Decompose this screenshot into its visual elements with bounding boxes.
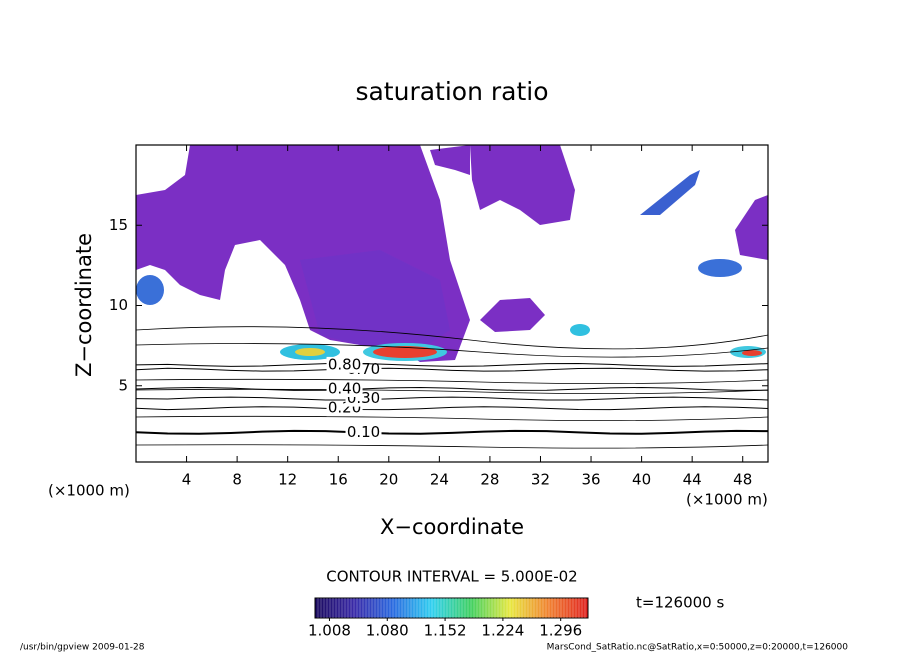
contour-detail — [136, 378, 768, 384]
contour-label: 0.80 — [328, 355, 361, 373]
x-tick-label: 16 — [329, 471, 348, 489]
contour-detail — [136, 415, 768, 421]
cloud-patch — [295, 348, 325, 356]
x-tick-label: 44 — [683, 471, 702, 489]
time-label: t=126000 s — [636, 594, 724, 612]
y-tick-label: 15 — [109, 216, 128, 234]
contour-line — [135, 386, 769, 391]
contour-line — [135, 406, 769, 411]
contour-interval: CONTOUR INTERVAL = 5.000E-02 — [326, 568, 577, 586]
x-tick-label: 8 — [232, 471, 242, 489]
colorbar-tick-label: 1.080 — [366, 622, 409, 640]
x-unit: (×1000 m) — [686, 491, 768, 509]
footer-right: MarsCond_SatRatio.nc@SatRatio,x=0:50000,… — [547, 643, 849, 653]
clear-region — [136, 145, 190, 195]
cloud-patch — [698, 259, 742, 277]
x-tick-label: 40 — [632, 471, 651, 489]
contour-line — [135, 429, 769, 435]
cloud-patch — [373, 346, 437, 358]
colorbar-tick-label: 1.152 — [424, 622, 467, 640]
footer-left: /usr/bin/gpview 2009-01-28 — [20, 643, 145, 653]
cloud-band — [640, 170, 700, 215]
chart-title: saturation ratio — [355, 77, 548, 106]
x-tick-label: 48 — [733, 471, 752, 489]
colorbar: 1.008 1.080 1.152 1.224 1.296 — [308, 597, 589, 640]
supersaturated-region — [480, 298, 545, 332]
plot-frame — [135, 144, 769, 463]
y-tick-label: 5 — [118, 376, 128, 394]
x-tick-label: 32 — [531, 471, 550, 489]
contour-detail — [136, 326, 768, 350]
contour-label-bg — [326, 356, 363, 373]
contour-line — [135, 367, 769, 372]
y-axis-label: Z−coordinate — [72, 233, 96, 377]
contour-detail — [136, 388, 768, 394]
x-tick-label: 4 — [182, 471, 192, 489]
field — [136, 145, 768, 449]
contour-label-bg — [345, 424, 382, 441]
y-tick-label: 10 — [109, 296, 128, 314]
x-tick-label: 20 — [379, 471, 398, 489]
contour-label: 0.10 — [347, 423, 380, 441]
x-axis-label: X−coordinate — [380, 515, 524, 539]
cloud-patch — [570, 324, 590, 336]
contour-lines: 0.100.200.300.400.700.80 — [135, 355, 769, 441]
cloud-patch — [136, 275, 164, 305]
contour-detail — [136, 343, 768, 358]
contour-detail — [136, 444, 768, 449]
cloud-patch — [742, 350, 762, 356]
x-tick-label: 36 — [581, 471, 600, 489]
contour-label: 0.40 — [328, 379, 361, 397]
supersaturated-region — [430, 145, 470, 175]
y-unit: (×1000 m) — [48, 482, 130, 500]
supersaturated-region — [470, 145, 575, 225]
supersaturated-region — [735, 195, 768, 260]
colorbar-scale — [314, 597, 589, 619]
colorbar-tick-label: 1.224 — [481, 622, 524, 640]
x-tick-label: 12 — [278, 471, 297, 489]
colorbar-tick-label: 1.008 — [308, 622, 351, 640]
x-tick-label: 24 — [430, 471, 449, 489]
supersaturated-core — [300, 250, 450, 350]
colorbar-tick-label: 1.296 — [539, 622, 582, 640]
contour-line — [135, 362, 769, 367]
contour-label-bg — [326, 380, 363, 397]
x-tick-label: 28 — [480, 471, 499, 489]
contour-line — [135, 396, 769, 401]
